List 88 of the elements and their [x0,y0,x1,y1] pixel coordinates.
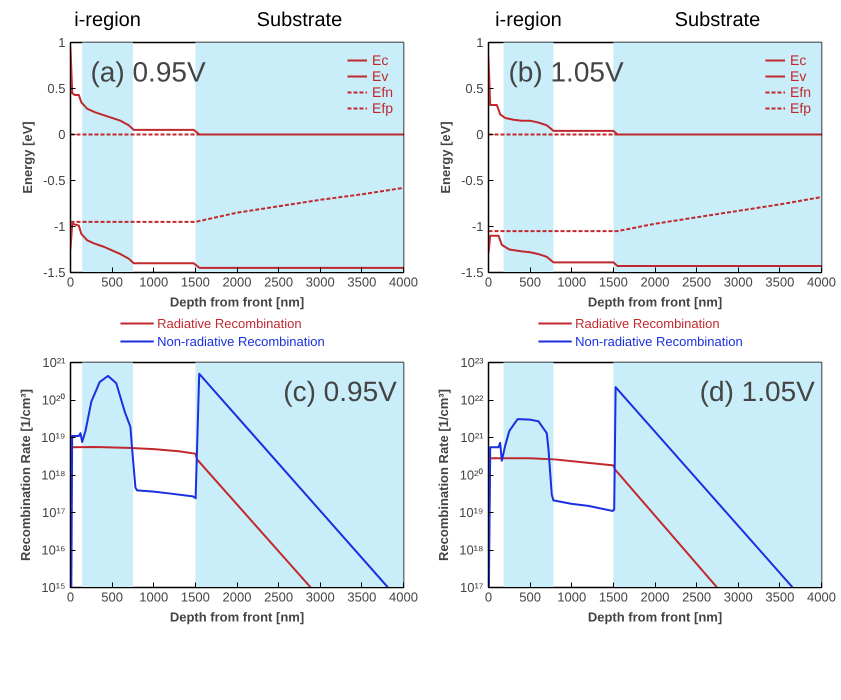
y-tick-label: 0.5 [465,81,484,96]
text: (d) 1.05V [700,376,816,407]
x-axis-title: Depth from front [nm] [170,610,304,624]
legend-label: Ev [790,68,808,84]
band-label: Substrate [256,8,342,31]
y-tick-label: 0.5 [47,81,66,96]
x-tick-label: 3500 [765,274,794,290]
x-axis-title: Depth from front [nm] [588,610,722,624]
text: (c) 0.95V [283,376,398,407]
x-axis-title: Depth from front [nm] [170,294,304,310]
x-tick-label: 4000 [389,590,418,604]
x-tick-label: 2500 [682,590,712,604]
y-tick-label: 10¹⁸ [459,542,484,558]
x-tick-label: 2500 [264,274,294,290]
y-tick-label: -0.5 [461,173,484,188]
x-tick-label: 3500 [765,590,794,604]
legend-label: Ec [790,52,808,68]
y-tick-label: -1 [54,219,66,234]
y-tick-label: 1 [476,35,484,50]
legend-label: Efn [790,84,811,100]
legend-label: Radiative Recombination [575,316,720,331]
legend-label: Efn [372,84,393,100]
legend-label: Non-radiative Recombination [157,334,325,349]
line-series [488,234,822,268]
x-tick-label: 2000 [640,274,670,290]
legend-label: Radiative Recombination [157,316,302,331]
x-tick-label: 2500 [264,590,294,604]
y-axis-title: Recombination Rate [1/cm³] [18,389,34,561]
y-tick-label: -1 [472,219,484,234]
x-tick-label: 500 [101,590,123,604]
x-tick-label: 2500 [682,274,712,290]
x-tick-label: 4000 [389,274,418,290]
x-tick-label: 500 [519,274,541,290]
y-tick-label: 10²¹ [42,355,66,370]
band-label: Substrate [674,8,760,31]
y-tick-label: 10²² [460,392,484,408]
x-tick-label: 3500 [347,274,376,290]
x-tick-label: 4000 [807,274,836,290]
x-tick-label: 3000 [306,590,335,604]
legend-label: Non-radiative Recombination [575,334,743,349]
x-tick-label: 1000 [557,590,586,604]
x-tick-label: 2000 [222,274,252,290]
y-tick-label: 10²¹ [460,430,484,445]
x-axis-title: Depth from front [nm] [588,294,722,310]
legend-label: Efp [372,100,393,116]
x-tick-label: 3000 [306,274,335,290]
text: (a) 0.95V [90,56,206,88]
y-tick-label: 10²⁰ [42,392,66,408]
y-axis-title: Energy [eV] [20,121,36,194]
y-tick-label: 10¹⁹ [459,505,484,520]
x-tick-label: 3000 [724,590,753,604]
y-tick-label: 10¹⁵ [41,580,66,595]
y-tick-label: -1.5 [43,265,66,280]
y-tick-label: 10¹⁸ [41,468,66,482]
band-label: i-region [74,8,141,31]
x-tick-label: 500 [519,590,541,604]
x-tick-label: 1000 [557,274,586,290]
x-tick-label: 500 [101,274,123,290]
y-tick-label: 1 [58,35,66,50]
line-series [488,196,822,232]
x-tick-label: 3000 [724,274,753,290]
y-axis-title: Recombination Rate [1/cm³] [436,389,452,561]
x-tick-label: 1500 [598,590,628,604]
legend-label: Ec [372,52,390,68]
legend-label: Efp [790,100,811,116]
band-label: i-region [495,8,562,31]
x-tick-label: 1500 [598,274,628,290]
x-tick-label: 1500 [180,274,210,290]
y-tick-label: 10¹⁹ [41,430,66,445]
y-tick-label: 10¹⁷ [42,505,66,520]
x-tick-label: 4000 [807,590,836,604]
x-tick-label: 1000 [139,590,168,604]
y-tick-label: 10¹⁷ [460,580,484,595]
y-tick-label: 10¹⁶ [41,542,66,558]
x-tick-label: 3500 [347,590,376,604]
legend-label: Ev [372,68,390,84]
x-tick-label: 2000 [640,590,670,604]
y-tick-label: 0 [476,127,484,142]
x-tick-label: 1500 [180,590,210,604]
y-axis-title: Energy [eV] [438,121,454,194]
y-tick-label: 10²³ [460,355,484,370]
y-tick-label: 10²⁰ [460,468,484,482]
x-tick-label: 1000 [139,274,168,290]
y-tick-label: -1.5 [461,265,484,280]
y-tick-label: 0 [58,127,66,142]
y-tick-label: -0.5 [43,173,66,188]
x-tick-label: 2000 [222,590,252,604]
text: (b) 1.05V [508,56,624,88]
